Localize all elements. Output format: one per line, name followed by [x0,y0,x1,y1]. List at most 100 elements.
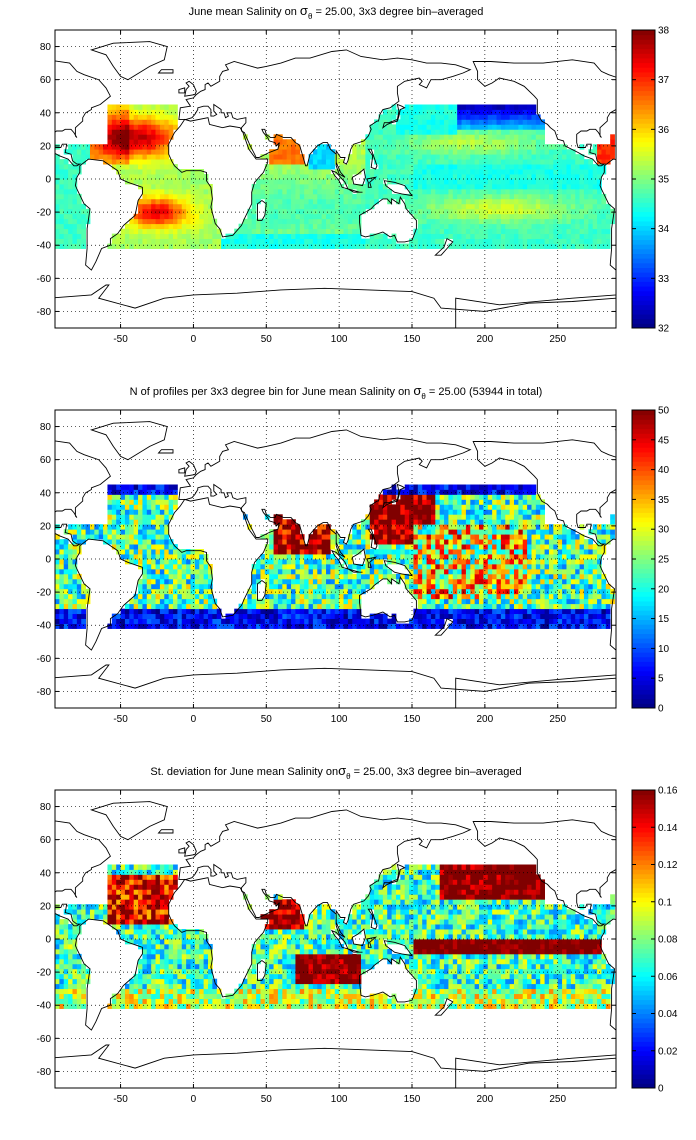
heatmap-cell [321,583,327,590]
heatmap-cell [448,563,454,570]
heatmap-cell [487,499,493,505]
heatmap-cell [173,183,178,190]
heatmap-cell [277,238,283,244]
heatmap-cell [531,568,537,575]
heatmap-cell [562,608,567,615]
heatmap-cell [509,504,515,510]
heatmap-cell [500,149,506,155]
heatmap-cell [404,193,410,200]
heatmap-cell [444,188,449,195]
heatmap-cell [483,578,489,585]
heatmap-cell [146,134,152,140]
heatmap-cell [452,203,458,210]
heatmap-cell [496,233,502,239]
heatmap-cell [430,188,436,195]
heatmap-cell [544,169,550,175]
heatmap-cell [461,223,467,230]
heatmap-cell [448,193,454,200]
heatmap-cell [142,544,148,550]
heatmap-cell [391,169,397,175]
heatmap-cell [382,504,388,510]
heatmap-cell [452,544,458,550]
heatmap-cell [391,519,397,525]
heatmap-cell [439,489,445,495]
heatmap-cell [457,129,462,135]
heatmap-cell [72,603,78,610]
heatmap-cell [395,573,401,580]
heatmap-cell [146,213,152,220]
heatmap-cell [291,183,296,190]
heatmap-cell [566,174,572,180]
heatmap-cell [557,608,563,615]
heatmap-cell [575,243,580,249]
heatmap-cell [448,129,454,135]
heatmap-cell [470,179,476,185]
heatmap-cell [295,188,301,195]
heatmap-cell [286,613,292,619]
heatmap-cell [208,583,213,590]
heatmap-cell [343,188,349,195]
heatmap-cell [400,129,406,135]
heatmap-cell [435,218,441,225]
heatmap-cell [164,223,170,230]
heatmap-cell [55,154,60,160]
heatmap-cell [199,603,205,610]
heatmap-cell [457,188,462,195]
heatmap-cell [256,573,261,580]
heatmap-cell [583,238,589,244]
heatmap-cell [347,164,353,170]
heatmap-cell [190,238,196,244]
heatmap-cell [173,568,178,575]
heatmap-cell [317,188,323,195]
heatmap-cell [444,149,449,155]
heatmap-cell [496,139,502,145]
heatmap-cell [570,164,576,170]
heatmap-cell [146,179,152,185]
heatmap-cell [63,578,69,585]
heatmap-cell [190,203,196,210]
heatmap-cell [461,139,467,145]
heatmap-cell [291,524,296,530]
heatmap-cell [55,233,60,239]
heatmap-cell [107,539,113,545]
heatmap-cell [518,109,524,115]
heatmap-cell [181,228,187,235]
heatmap-cell [146,164,152,170]
heatmap-cell [544,213,550,220]
heatmap-cell [540,504,545,510]
heatmap-cell [553,534,559,540]
heatmap-cell [553,618,559,624]
heatmap-cell [203,554,209,560]
heatmap-cell [417,144,423,150]
heatmap-cell [535,554,541,560]
heatmap-cell [308,583,314,590]
heatmap-cell [159,213,165,220]
heatmap-cell [72,144,78,150]
heatmap-cell [531,529,537,535]
heatmap-cell [531,174,537,180]
heatmap-cell [505,218,511,225]
heatmap-cell [63,174,69,180]
heatmap-cell [374,124,379,130]
heatmap-cell [382,573,388,580]
heatmap-cell [391,174,397,180]
colorbar-tick-label: 37 [658,75,670,86]
heatmap-cell [282,549,288,555]
heatmap-cell [304,223,309,230]
heatmap-cell [155,618,161,624]
heatmap-cell [417,149,423,155]
heatmap-cell [304,598,309,605]
heatmap-cell [409,174,414,180]
heatmap-cell [479,243,484,249]
heatmap-cell [173,554,178,560]
heatmap-cell [186,213,191,220]
heatmap-cell [269,213,274,220]
heatmap-cell [155,198,161,205]
heatmap-cell [487,208,493,215]
heatmap-cell [610,208,615,215]
heatmap-cell [151,169,156,175]
heatmap-cell [465,228,471,235]
heatmap-cell [518,223,524,230]
heatmap-cell [151,183,156,190]
heatmap-cell [400,119,406,125]
